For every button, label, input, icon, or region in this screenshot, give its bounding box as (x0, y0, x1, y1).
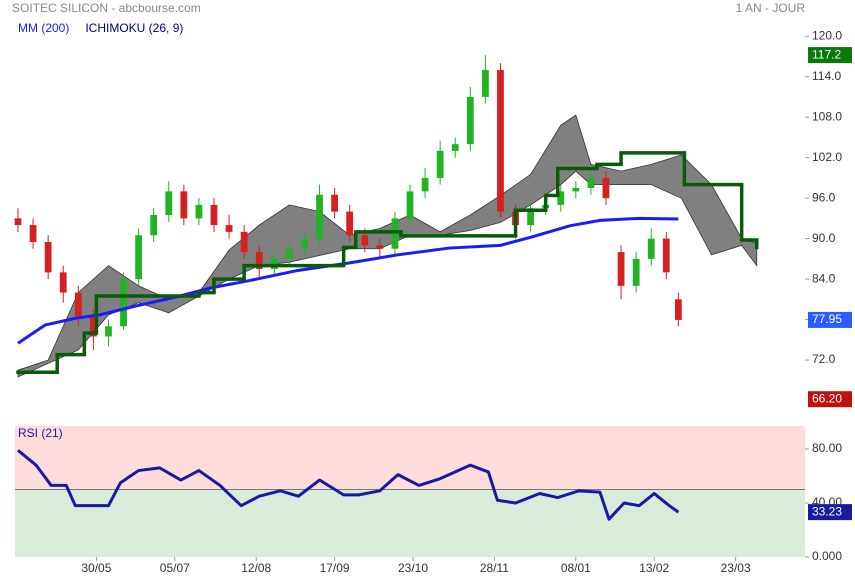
candle-body (301, 238, 308, 249)
candle-body (602, 177, 610, 199)
candle-body (150, 215, 158, 236)
rsi-line (17, 449, 680, 521)
x-tick-label: 17/09 (320, 561, 350, 575)
candle-body (59, 272, 67, 293)
y-tick-label: 120.0 (812, 28, 842, 42)
candle-body (89, 316, 97, 337)
x-tick-label: 05/07 (160, 561, 190, 575)
candle-body (285, 248, 293, 259)
y-tick-label: 96.0 (812, 190, 836, 204)
candle-body (406, 191, 414, 219)
kijun-line (16, 151, 759, 374)
rsi-badge-label: 33.23 (812, 504, 842, 518)
x-tick-label: 23/10 (398, 561, 428, 575)
x-tick-label: 23/03 (721, 561, 751, 575)
candle-body (572, 188, 580, 192)
candle-body (421, 177, 429, 192)
x-tick-label: 30/05 (81, 561, 111, 575)
candle-body (436, 150, 444, 178)
candle-body (376, 245, 384, 249)
rsi-zone-low (15, 489, 805, 557)
candle-body (497, 69, 504, 212)
candle-body (331, 194, 339, 212)
period: 1 AN - JOUR (736, 1, 806, 15)
legend-entry: ICHIMOKU (26, 9) (85, 21, 183, 35)
price-badge-label: 77.95 (812, 312, 842, 326)
candle-body (105, 326, 112, 337)
candle-body (14, 218, 22, 226)
candle-body (240, 231, 248, 253)
candle-body (361, 235, 369, 246)
candle-body (617, 252, 625, 286)
candle-body (316, 194, 323, 239)
rsi-badge (808, 504, 852, 521)
candle-body (632, 258, 640, 286)
legend-entry: MM (200) (18, 21, 69, 35)
candle-body (346, 211, 354, 236)
candle-body (135, 235, 143, 280)
candle-body (225, 225, 233, 232)
chart-title: SOITEC SILICON - abcbourse.com (12, 1, 201, 15)
candle-body (29, 225, 37, 242)
price-badge-label: 66.20 (812, 391, 842, 405)
candle-body (451, 144, 459, 151)
candle-body (647, 238, 655, 259)
x-tick-label: 12/08 (241, 561, 271, 575)
price-badge-label: 117.2 (812, 47, 841, 61)
candle-body (662, 238, 670, 273)
y-tick-label: 90.0 (812, 231, 836, 245)
rsi-zone-high (15, 426, 805, 490)
candle-body (74, 292, 82, 317)
x-tick-label: 13/02 (639, 561, 669, 575)
candle-body (481, 69, 489, 97)
candle-body (587, 177, 595, 189)
y-tick-label: 80.00 (812, 441, 842, 455)
y-tick-label: 0.000 (812, 549, 842, 563)
price-badge (808, 391, 852, 408)
candle-body (44, 241, 52, 273)
candle-body (527, 208, 534, 226)
candle-body (674, 299, 682, 320)
x-tick-label: 08/01 (561, 561, 591, 575)
candle-body (557, 191, 565, 205)
y-tick-label: 108.0 (812, 109, 842, 123)
y-tick-label: 72.0 (812, 352, 836, 366)
candle-body (165, 191, 173, 215)
candle-body (195, 204, 203, 219)
price-badge (808, 47, 852, 64)
y-tick-label: 114.0 (812, 69, 841, 83)
legend-entry: RSI (21) (18, 426, 63, 440)
y-tick-label: 84.0 (812, 271, 836, 285)
candle-body (210, 204, 218, 226)
candle-body (180, 191, 188, 219)
x-tick-label: 28/11 (480, 561, 509, 575)
candle-body (120, 279, 127, 327)
y-tick-label: 102.0 (812, 150, 842, 164)
candle-body (255, 252, 263, 269)
candle-body (466, 96, 474, 145)
price-badge (808, 311, 852, 328)
